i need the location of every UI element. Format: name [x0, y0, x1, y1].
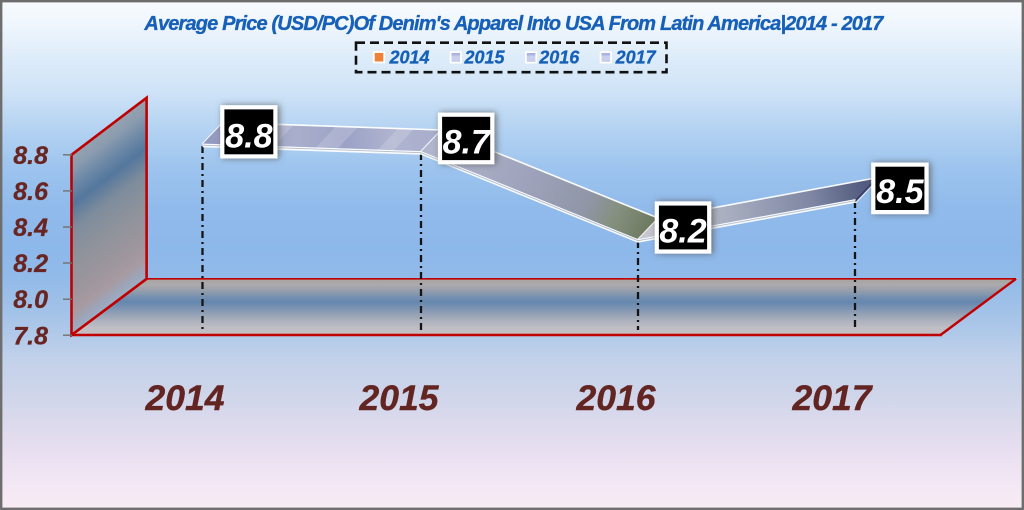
svg-text:8.2: 8.2 — [13, 250, 48, 278]
svg-text:2017: 2017 — [615, 48, 657, 68]
svg-text:2015: 2015 — [359, 378, 440, 418]
svg-text:8.7: 8.7 — [443, 123, 492, 161]
svg-text:8.8: 8.8 — [13, 142, 48, 170]
svg-text:8.0: 8.0 — [13, 286, 48, 314]
svg-text:7.8: 7.8 — [13, 322, 48, 350]
svg-text:Average Price (USD/PC)Of Denim: Average Price (USD/PC)Of Denim's Apparel… — [143, 13, 884, 35]
svg-text:2015: 2015 — [464, 48, 506, 68]
svg-text:2017: 2017 — [792, 378, 874, 418]
svg-text:2014: 2014 — [145, 378, 225, 418]
svg-text:8.5: 8.5 — [876, 173, 924, 211]
svg-text:2014: 2014 — [389, 48, 430, 68]
svg-text:8.4: 8.4 — [13, 214, 48, 242]
svg-text:2016: 2016 — [538, 48, 580, 68]
svg-text:8.8: 8.8 — [225, 118, 272, 156]
svg-text:8.2: 8.2 — [659, 213, 706, 251]
svg-text:2016: 2016 — [576, 378, 656, 418]
svg-text:8.6: 8.6 — [13, 178, 49, 206]
